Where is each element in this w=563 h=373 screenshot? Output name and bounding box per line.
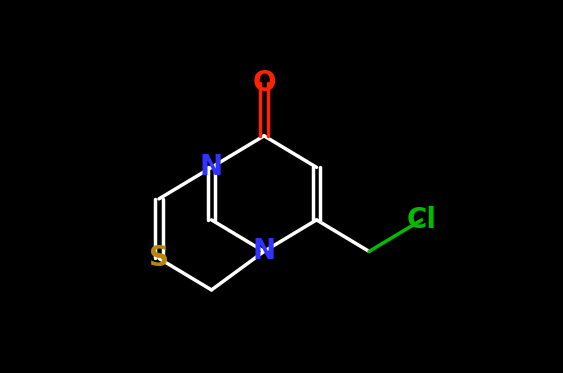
Text: N: N (252, 237, 275, 266)
Text: S: S (149, 244, 169, 272)
Text: Cl: Cl (406, 206, 437, 234)
Text: O: O (252, 69, 276, 97)
Text: N: N (200, 153, 223, 181)
